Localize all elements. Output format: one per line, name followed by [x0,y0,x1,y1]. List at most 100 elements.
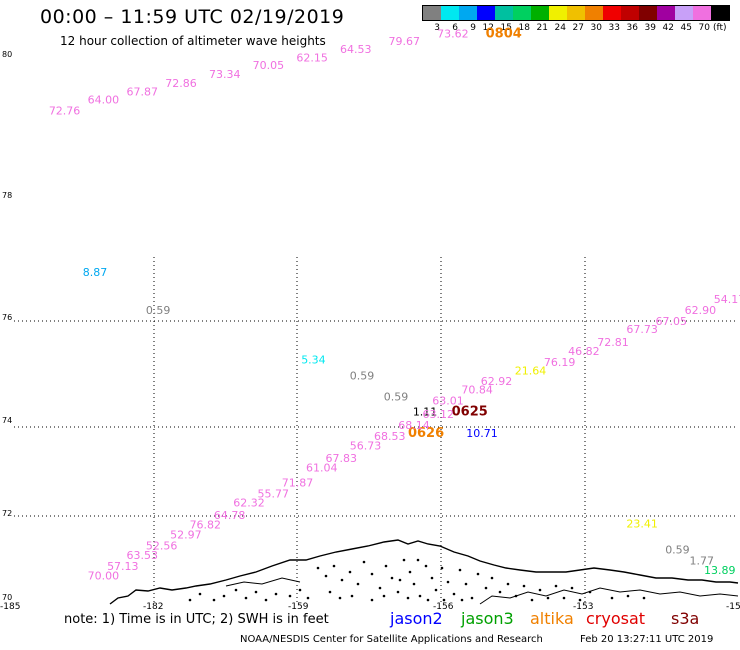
lake-dot [642,596,646,600]
lake-dot [506,582,510,586]
lake-dot [490,576,494,580]
observation-label: 67.83 [325,452,357,465]
lake-dot [554,584,558,588]
legend-swatch [693,6,711,20]
longitude-label: -159 [288,602,309,612]
lake-dot [412,582,416,586]
observation-label: 73.62 [437,27,469,40]
lake-dot [430,576,434,580]
observation-label: 57.13 [107,560,139,573]
lake-dot [626,594,630,598]
latitude-label: 70 [2,593,12,602]
lake-dot [274,592,278,596]
observation-label: 5.34 [301,353,326,366]
legend-label: 70 [698,23,710,33]
observation-label: 79.67 [389,35,421,48]
lake-dot [484,586,488,590]
legend-swatch [441,6,459,20]
legend-swatches [422,5,730,21]
legend-swatch [639,6,657,20]
coastline-inner [225,577,301,587]
lake-dot [498,590,502,594]
legend-label: 21 [536,23,548,33]
observation-label: 0626 [408,426,444,441]
observation-label: 71.87 [282,476,314,489]
observation-label: 72.81 [597,336,629,349]
observation-label: 76.19 [544,356,576,369]
lake-dot [212,598,216,602]
observation-label: 10.71 [466,427,498,440]
legend-labels: 3 6 9 12 15 18 21 24 27 30 33 36 39 42 45 70 (ft) [422,23,730,33]
satellite-jason2: jason2 [390,609,443,628]
legend-swatch [495,6,513,20]
lake-dot [408,570,412,574]
lake-dot [452,592,456,596]
observation-label: 67.73 [626,323,658,336]
observation-label: 0625 [452,404,488,419]
lake-dot [316,566,320,570]
legend-label: 33 [608,23,620,33]
observation-label: 64.53 [340,43,372,56]
legend-swatch [603,6,621,20]
observation-label: 64.78 [214,509,246,522]
observation-label: 56.73 [350,440,382,453]
observation-label: 63.53 [126,549,158,562]
longitude-label: -153 [573,602,593,612]
legend-swatch [567,6,585,20]
observation-label: 62.90 [685,304,717,317]
lake-dot [416,558,420,562]
lake-dot [264,598,268,602]
legend-label: 24 [554,23,566,33]
legend-label: 15 [500,23,512,33]
lake-dot [338,596,342,600]
lake-dot [244,596,248,600]
observation-label: 67.87 [126,85,158,98]
observation-label: 62.15 [296,51,328,64]
lake-dot [350,594,354,598]
lake-dot [332,564,336,568]
lake-dot [382,594,386,598]
lake-dot [514,594,518,598]
legend-label: 3 [434,23,440,33]
lake-dot [610,596,614,600]
observation-label: 73.34 [209,68,241,81]
longitude-label: -156 [433,602,454,612]
legend-swatch [459,6,477,20]
lake-dot [328,590,332,594]
satellite-altika: altika [530,609,574,628]
observation-label: 62.92 [481,375,512,388]
lake-dot [370,598,374,602]
legend-swatch [585,6,603,20]
lake-dot [476,572,480,576]
observation-label: 70.00 [88,569,120,582]
observation-label: 61.04 [306,462,338,475]
observation-label: 67.05 [655,315,687,328]
lake-dot [538,588,542,592]
lake-dot [426,598,430,602]
observation-label: 46.82 [568,345,600,358]
lake-dot [406,596,410,600]
lake-dot [384,564,388,568]
lake-dot [588,590,592,594]
lake-dot [362,560,366,564]
lake-dot [198,592,202,596]
lake-dot [402,558,406,562]
lake-dot [458,568,462,572]
longitude-label: -150 [726,602,740,612]
observation-label: 1.11 [413,405,438,418]
lake-dot [464,582,468,586]
lake-dot [578,598,582,602]
latitude-label: 78 [2,191,12,200]
lake-dot [254,590,258,594]
lake-dot [398,578,402,582]
observation-label: 68.53 [374,430,406,443]
lake-dot [234,588,238,592]
legend-label: 27 [572,23,584,33]
lake-dot [298,588,302,592]
lake-dot [188,598,192,602]
observation-label: 8.87 [83,266,108,279]
lake-dot [288,594,292,598]
legend-label: 36 [626,23,638,33]
lake-dot [424,564,428,568]
